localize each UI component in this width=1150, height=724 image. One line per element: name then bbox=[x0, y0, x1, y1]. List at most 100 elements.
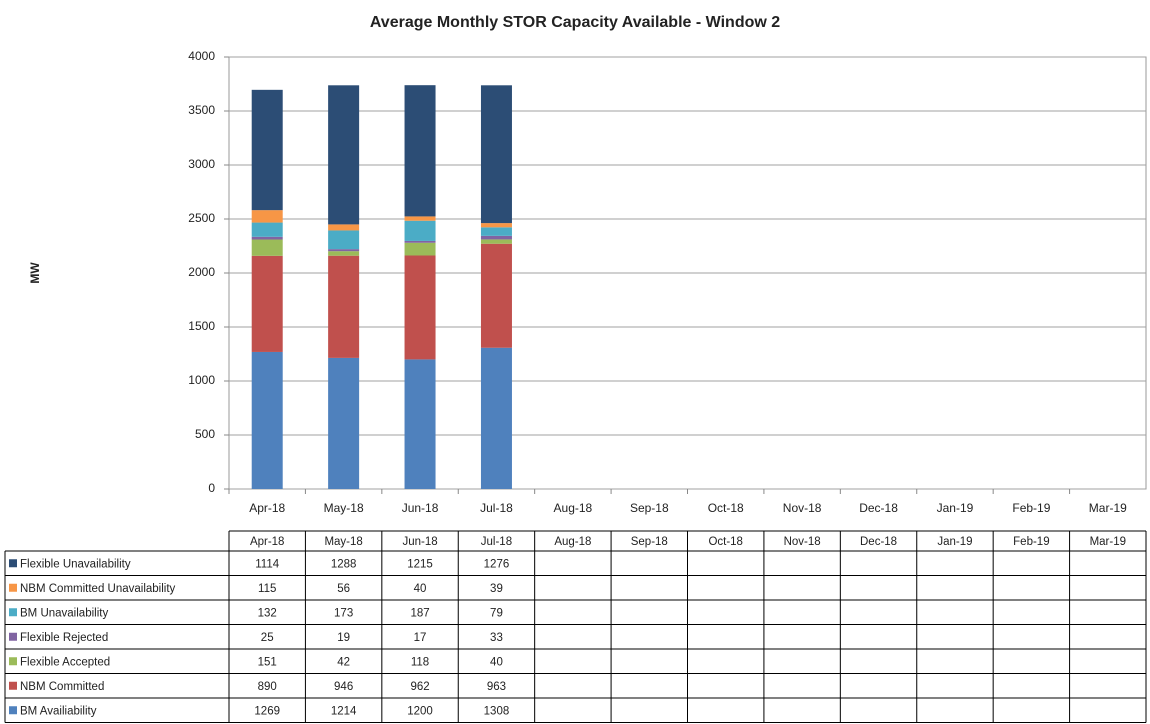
table-cell: 1215 bbox=[407, 558, 433, 570]
bar-segment bbox=[404, 255, 436, 360]
bar-segment bbox=[404, 216, 436, 221]
x-tick-label: Sep-18 bbox=[630, 501, 669, 515]
bar-segment bbox=[404, 220, 436, 241]
legend-swatch bbox=[9, 681, 17, 690]
legend-label: NBM Committed bbox=[20, 681, 104, 693]
y-tick-label: 500 bbox=[195, 427, 215, 441]
x-tick-label: Nov-18 bbox=[783, 501, 822, 515]
legend-label: BM Unavailability bbox=[20, 607, 108, 619]
table-cell: 40 bbox=[414, 583, 427, 595]
table-cell: 132 bbox=[258, 607, 277, 619]
table-cell: 79 bbox=[490, 607, 503, 619]
table-cell: 890 bbox=[258, 681, 277, 693]
bar-segment bbox=[251, 255, 283, 352]
y-axis-label: MW bbox=[28, 262, 42, 284]
table-cell: 1200 bbox=[407, 705, 433, 717]
y-tick-label: 2500 bbox=[188, 211, 215, 225]
table-header: Nov-18 bbox=[784, 536, 821, 548]
bar-segment bbox=[251, 210, 283, 223]
x-tick-label: Feb-19 bbox=[1012, 501, 1050, 515]
table-cell: 962 bbox=[410, 681, 429, 693]
table-header: Jun-18 bbox=[402, 536, 437, 548]
bar-segment bbox=[404, 242, 436, 256]
table-cell: 118 bbox=[411, 656, 429, 668]
legend-swatch bbox=[9, 706, 17, 715]
table-cell: 173 bbox=[334, 607, 353, 619]
table-cell: 115 bbox=[258, 583, 276, 595]
table-cell: 1308 bbox=[484, 705, 510, 717]
x-tick-label: Dec-18 bbox=[859, 501, 898, 515]
bar-segment bbox=[480, 235, 512, 240]
bar-segment bbox=[480, 223, 512, 228]
legend-swatch bbox=[9, 632, 17, 641]
table-cell: 40 bbox=[490, 656, 503, 668]
x-tick-label: Jun-18 bbox=[402, 501, 439, 515]
y-tick-label: 4000 bbox=[188, 49, 215, 63]
table-cell: 946 bbox=[334, 681, 353, 693]
x-tick-label: Jul-18 bbox=[480, 501, 513, 515]
table-cell: 1214 bbox=[331, 705, 357, 717]
table-cell: 33 bbox=[490, 632, 503, 644]
x-tick-label: Jan-19 bbox=[937, 501, 974, 515]
bar-segment bbox=[251, 89, 283, 211]
legend-label: BM Availiability bbox=[20, 705, 97, 717]
y-tick-label: 0 bbox=[208, 481, 215, 495]
x-tick-label: Mar-19 bbox=[1089, 501, 1127, 515]
bar-segment bbox=[328, 255, 360, 358]
bar-segment bbox=[480, 243, 512, 348]
bar-segment bbox=[251, 236, 283, 240]
table-header: Jan-19 bbox=[937, 536, 972, 548]
table-cell: 42 bbox=[337, 656, 350, 668]
table-cell: 1288 bbox=[331, 558, 357, 570]
bar-segment bbox=[251, 351, 283, 489]
bar-segment bbox=[480, 85, 512, 224]
bar-segment bbox=[404, 359, 436, 489]
y-tick-label: 1000 bbox=[188, 373, 215, 387]
y-tick-label: 3500 bbox=[188, 103, 215, 117]
table-header: Mar-19 bbox=[1090, 536, 1126, 548]
legend-label: NBM Committed Unavailability bbox=[20, 583, 176, 595]
table-header: Aug-18 bbox=[554, 536, 591, 548]
legend-label: Flexible Rejected bbox=[20, 632, 108, 644]
x-tick-label: Oct-18 bbox=[708, 501, 744, 515]
table-cell: 1276 bbox=[484, 558, 510, 570]
y-tick-label: 3000 bbox=[188, 157, 215, 171]
x-tick-label: May-18 bbox=[324, 501, 364, 515]
bar-segment bbox=[251, 239, 283, 256]
bar-segment bbox=[328, 251, 360, 256]
bar-segment bbox=[480, 239, 512, 244]
table-cell: 187 bbox=[410, 607, 429, 619]
legend-swatch bbox=[9, 657, 17, 666]
table-cell: 39 bbox=[490, 583, 503, 595]
table-cell: 1114 bbox=[255, 558, 279, 570]
legend-label: Flexible Accepted bbox=[20, 656, 110, 668]
table-cell: 963 bbox=[487, 681, 506, 693]
table-cell: 1269 bbox=[254, 705, 280, 717]
table-header: Jul-18 bbox=[481, 536, 512, 548]
legend-swatch bbox=[9, 559, 17, 568]
table-header: May-18 bbox=[324, 536, 362, 548]
table-cell: 17 bbox=[414, 632, 427, 644]
table-header: Sep-18 bbox=[631, 536, 668, 548]
bar-segment bbox=[328, 85, 360, 225]
bar-segment bbox=[328, 357, 360, 489]
bar-segment bbox=[404, 240, 436, 243]
bar-segment bbox=[404, 85, 436, 217]
bar-segment bbox=[328, 224, 360, 231]
table-header: Oct-18 bbox=[708, 536, 743, 548]
legend-swatch bbox=[9, 608, 17, 617]
x-tick-label: Aug-18 bbox=[554, 501, 593, 515]
legend-label: Flexible Unavailability bbox=[20, 558, 131, 570]
table-header: Dec-18 bbox=[860, 536, 897, 548]
x-tick-label: Apr-18 bbox=[249, 501, 285, 515]
bar-segment bbox=[328, 249, 360, 252]
table-cell: 19 bbox=[337, 632, 350, 644]
table-header: Feb-19 bbox=[1013, 536, 1049, 548]
table-cell: 25 bbox=[261, 632, 274, 644]
y-tick-label: 1500 bbox=[188, 319, 215, 333]
bar-segment bbox=[328, 230, 360, 250]
bar-segment bbox=[480, 227, 512, 236]
y-tick-label: 2000 bbox=[188, 265, 215, 279]
